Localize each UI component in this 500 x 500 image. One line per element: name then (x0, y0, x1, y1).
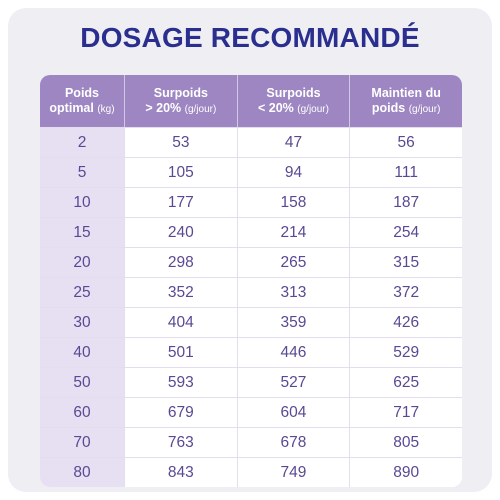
cell-surpoids-moins-20: 446 (236, 338, 350, 367)
cell-maintien-poids: 805 (349, 428, 462, 457)
cell-surpoids-plus-20: 501 (124, 338, 237, 367)
cell-surpoids-moins-20: 158 (236, 188, 350, 217)
table-row: 40 501 446 529 (40, 337, 462, 367)
cell-poids-optimal: 70 (40, 428, 124, 457)
cell-maintien-poids: 890 (349, 458, 462, 487)
cell-surpoids-plus-20: 53 (124, 128, 237, 157)
cell-poids-optimal: 5 (40, 158, 124, 187)
cell-maintien-poids: 625 (349, 368, 462, 397)
cell-surpoids-moins-20: 313 (236, 278, 350, 307)
cell-maintien-poids: 254 (349, 218, 462, 247)
cell-poids-optimal: 30 (40, 308, 124, 337)
cell-surpoids-moins-20: 94 (236, 158, 350, 187)
header-surpoids-moins-20: Surpoids < 20% (g/jour) (236, 75, 350, 127)
header-line2: > 20% (145, 100, 182, 115)
cell-surpoids-plus-20: 352 (124, 278, 237, 307)
cell-maintien-poids: 111 (349, 158, 462, 187)
header-poids-optimal: Poids optimal (kg) (40, 75, 124, 127)
cell-maintien-poids: 372 (349, 278, 462, 307)
header-line1: Surpoids (266, 85, 321, 100)
cell-surpoids-moins-20: 604 (236, 398, 350, 427)
header-line1: Maintien du (371, 85, 441, 100)
cell-maintien-poids: 56 (349, 128, 462, 157)
cell-poids-optimal: 2 (40, 128, 124, 157)
header-unit: (g/jour) (408, 103, 441, 115)
cell-maintien-poids: 717 (349, 398, 462, 427)
table-row: 10 177 158 187 (40, 187, 462, 217)
cell-maintien-poids: 187 (349, 188, 462, 217)
cell-surpoids-plus-20: 843 (124, 458, 237, 487)
cell-poids-optimal: 10 (40, 188, 124, 217)
cell-maintien-poids: 426 (349, 308, 462, 337)
cell-poids-optimal: 20 (40, 248, 124, 277)
cell-surpoids-moins-20: 214 (236, 218, 350, 247)
table-row: 80 843 749 890 (40, 457, 462, 487)
cell-maintien-poids: 315 (349, 248, 462, 277)
header-unit: (kg) (97, 103, 115, 115)
cell-surpoids-plus-20: 679 (124, 398, 237, 427)
header-unit: (g/jour) (184, 103, 217, 115)
cell-poids-optimal: 25 (40, 278, 124, 307)
cell-poids-optimal: 80 (40, 458, 124, 487)
cell-surpoids-plus-20: 763 (124, 428, 237, 457)
cell-poids-optimal: 50 (40, 368, 124, 397)
header-line2: optimal (49, 100, 94, 115)
table-row: 60 679 604 717 (40, 397, 462, 427)
header-line2: poids (371, 100, 406, 115)
cell-surpoids-moins-20: 47 (236, 128, 350, 157)
table-row: 50 593 527 625 (40, 367, 462, 397)
page-title: DOSAGE RECOMMANDÉ (80, 22, 420, 53)
cell-surpoids-moins-20: 359 (236, 308, 350, 337)
header-line1: Surpoids (153, 85, 208, 100)
cell-surpoids-plus-20: 177 (124, 188, 237, 217)
cell-surpoids-moins-20: 749 (236, 458, 350, 487)
cell-poids-optimal: 15 (40, 218, 124, 247)
header-surpoids-plus-20: Surpoids > 20% (g/jour) (124, 75, 237, 127)
table-row: 30 404 359 426 (40, 307, 462, 337)
cell-maintien-poids: 529 (349, 338, 462, 367)
cell-surpoids-plus-20: 404 (124, 308, 237, 337)
header-line1: Poids (64, 85, 100, 100)
cell-surpoids-plus-20: 105 (124, 158, 237, 187)
table-row: 2 53 47 56 (40, 127, 462, 157)
header-maintien-poids: Maintien du poids (g/jour) (349, 75, 462, 127)
dosage-table: Poids optimal (kg) Surpoids > 20% (g/jou… (40, 75, 462, 487)
header-line2: < 20% (258, 100, 294, 115)
cell-surpoids-moins-20: 527 (236, 368, 350, 397)
cell-surpoids-moins-20: 265 (236, 248, 350, 277)
table-row: 5 105 94 111 (40, 157, 462, 187)
table-body: 2 53 47 56 5 105 94 111 10 177 158 187 15 240 214 254 20… (40, 127, 462, 487)
cell-surpoids-plus-20: 593 (124, 368, 237, 397)
table-row: 70 763 678 805 (40, 427, 462, 457)
header-unit: (g/jour) (297, 103, 329, 115)
cell-surpoids-moins-20: 678 (236, 428, 350, 457)
cell-surpoids-plus-20: 298 (124, 248, 237, 277)
table-header: Poids optimal (kg) Surpoids > 20% (g/jou… (40, 75, 462, 127)
cell-poids-optimal: 60 (40, 398, 124, 427)
table-row: 20 298 265 315 (40, 247, 462, 277)
cell-poids-optimal: 40 (40, 338, 124, 367)
table-row: 15 240 214 254 (40, 217, 462, 247)
cell-surpoids-plus-20: 240 (124, 218, 237, 247)
table-row: 25 352 313 372 (40, 277, 462, 307)
